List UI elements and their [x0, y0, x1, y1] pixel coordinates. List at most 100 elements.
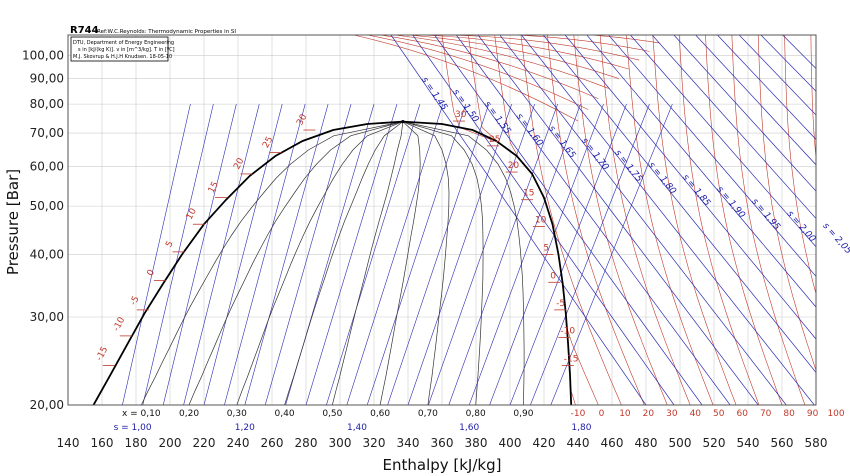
- x-tick-label: 160: [91, 436, 114, 450]
- isentrope-line: [608, 35, 816, 277]
- isentrope-line: [264, 104, 352, 405]
- x-tick-label: 140: [57, 436, 80, 450]
- grid: [67, 35, 817, 406]
- y-tick-label: 30,00: [30, 310, 64, 324]
- isentrope-line: [477, 35, 759, 405]
- isentrope-line: [412, 35, 675, 405]
- quality-label: 0,20: [179, 409, 199, 419]
- temperature-label: 5: [164, 240, 176, 250]
- isotherm-bottom-label: 60: [736, 409, 748, 419]
- isotherm-bottom-label: 0: [599, 409, 605, 419]
- temperature-label: 25: [261, 135, 275, 150]
- isentrope-line: [509, 104, 627, 405]
- x-tick-label: 280: [295, 436, 318, 450]
- isentrope-line: [162, 104, 237, 405]
- temperature-label: 15: [523, 189, 534, 199]
- x-tick-label: 380: [465, 436, 488, 450]
- y-tick-label: 90,00: [30, 72, 64, 86]
- isotherm-line: [407, 35, 619, 79]
- isentrope-line: [346, 104, 444, 405]
- isentrope-line: [244, 104, 329, 405]
- temperature-label: 20: [232, 156, 246, 171]
- isentrope-line: [530, 104, 650, 405]
- isotherm-line: [757, 35, 816, 372]
- x-tick-label: 300: [329, 436, 352, 450]
- temperature-label: 30: [455, 110, 467, 120]
- isotherm-line: [394, 35, 609, 89]
- x-tick-label: 360: [431, 436, 454, 450]
- y-axis-ticks: 20,00 30,00 40,00 50,00 60,00 70,00 80,00 90,00…: [22, 49, 64, 412]
- quality-label: x = 0,10: [122, 409, 161, 419]
- legend-subtitle: Ref:W.C.Reynolds: Thermodynamic Properti…: [97, 29, 236, 35]
- temperature-label: -5: [129, 295, 142, 308]
- isentrope-line: [630, 35, 816, 248]
- quality-label: 0,80: [466, 409, 486, 419]
- x-tick-label: 260: [261, 436, 284, 450]
- critical-point: [401, 120, 405, 124]
- entropy-bottom-label: 1,60: [459, 423, 479, 433]
- x-tick-label: 420: [533, 436, 556, 450]
- x-tick-label: 440: [567, 436, 590, 450]
- legend-line: s in [kJ/(kg K)]. v in [m^3/kg]. T in [º…: [78, 47, 175, 53]
- x-tick-label: 220: [193, 436, 216, 450]
- isentrope-line: [428, 104, 535, 405]
- quality-line: [402, 121, 450, 405]
- isentrope-line: [448, 104, 558, 405]
- property-curves: [92, 35, 850, 405]
- quality-label: 0,40: [275, 409, 295, 419]
- entropy-bottom-label: s = 1,00: [114, 423, 152, 433]
- isotherm-bottom-label: 80: [783, 409, 795, 419]
- isentrope-line: [407, 104, 512, 405]
- quality-label: 0,30: [227, 409, 247, 419]
- quality-line: [379, 121, 421, 405]
- isotherm-line: [520, 35, 622, 405]
- y-tick-label: 60,00: [30, 160, 64, 174]
- isentrope-line: [586, 35, 816, 308]
- y-tick-label: 40,00: [30, 248, 64, 262]
- temperature-label: 25: [489, 135, 500, 145]
- x-tick-label: 400: [499, 436, 522, 450]
- isentrope-line: [673, 35, 816, 192]
- isentrope-line: [142, 104, 214, 405]
- x-tick-label: 580: [805, 436, 828, 450]
- legend-box: R744 Ref:W.C.Reynolds: Thermodynamic Pro…: [70, 25, 236, 62]
- isotherm-bottom-label: 40: [690, 409, 702, 419]
- isentrope-line: [695, 35, 816, 166]
- legend-line: DTU, Department of Energy Engineering: [73, 40, 174, 46]
- isotherm-line: [705, 35, 783, 405]
- temperature-label: -10: [560, 326, 575, 336]
- isotherm-line: [837, 35, 850, 405]
- isotherm-bottom-label: -10: [571, 409, 586, 419]
- isotherm-line: [678, 35, 760, 405]
- isotherm-line: [448, 35, 650, 52]
- quality-line: [402, 121, 525, 405]
- isotherm-line: [421, 35, 630, 70]
- temperature-label: 30: [295, 112, 309, 127]
- quality-line: [188, 121, 403, 405]
- y-tick-label: 100,00: [22, 49, 64, 63]
- quality-line: [236, 121, 404, 405]
- isotherm-line: [810, 35, 816, 162]
- isentrope-line: [434, 35, 703, 405]
- legend-frame: [70, 36, 169, 62]
- x-tick-label: 320: [363, 436, 386, 450]
- quality-label: 0,70: [418, 409, 438, 419]
- isotherm-line: [731, 35, 806, 405]
- temperature-label: 10: [535, 216, 547, 226]
- x-tick-label: 500: [669, 436, 692, 450]
- entropy-bottom-label: 1,20: [235, 423, 255, 433]
- y-tick-label: 80,00: [30, 97, 64, 111]
- isotherm-line: [599, 35, 691, 405]
- isotherm-line: [380, 35, 599, 100]
- isotherm-bottom-label: 10: [619, 409, 631, 419]
- entropy-label: s = 2,05: [820, 221, 850, 256]
- isentrope-line: [390, 35, 647, 405]
- temperature-label: -15: [564, 354, 579, 364]
- x-tick-label: 240: [227, 436, 250, 450]
- x-axis-label: Enthalpy [kJ/kg]: [383, 456, 502, 474]
- quality-label: 0,60: [370, 409, 390, 419]
- isentrope-line: [305, 104, 398, 405]
- isentrope-line: [122, 104, 191, 405]
- isotherm-line: [462, 35, 660, 44]
